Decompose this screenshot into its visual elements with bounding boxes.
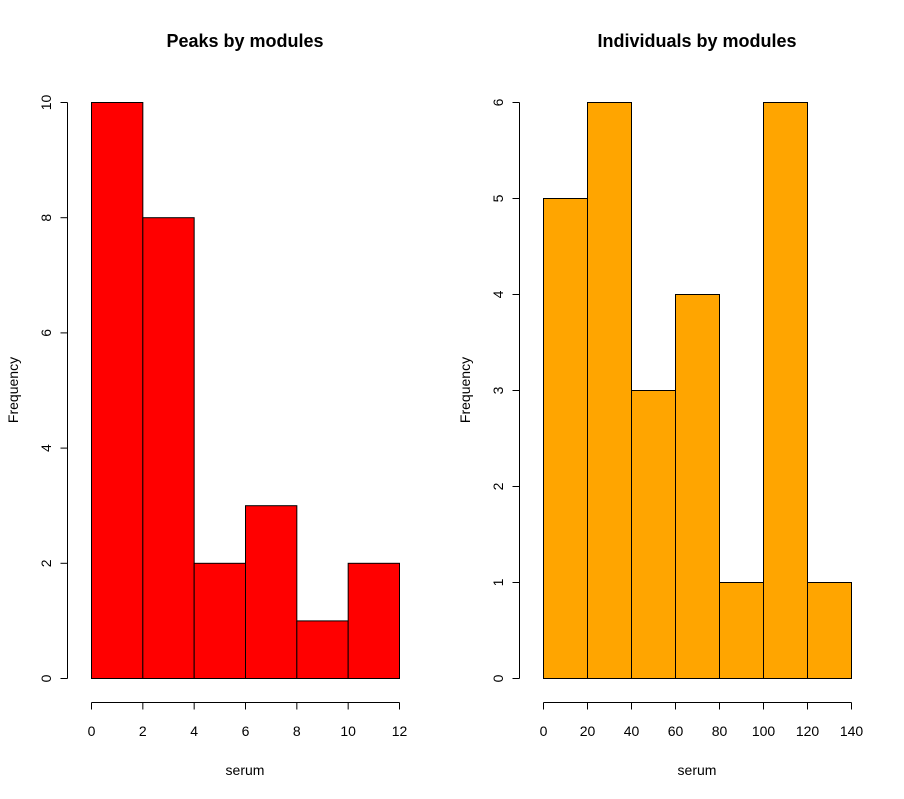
y-axis: 0 2 4 6 8 10 bbox=[38, 95, 68, 682]
y-tick-label: 4 bbox=[490, 290, 506, 298]
y-tick-label: 0 bbox=[38, 674, 54, 682]
x-tick-label: 0 bbox=[540, 723, 548, 739]
x-tick-label: 8 bbox=[293, 723, 301, 739]
bar-1 bbox=[142, 217, 195, 679]
x-tick-label: 120 bbox=[796, 723, 820, 739]
bar-0 bbox=[91, 102, 144, 679]
panel-peaks-by-modules: Peaks by modules serum Frequency 0 2 4 6 8 10… bbox=[5, 31, 407, 778]
x-axis: 0 20 40 60 80 100 120 140 bbox=[540, 702, 864, 739]
x-tick-label: 60 bbox=[668, 723, 684, 739]
x-axis: 0 2 4 6 8 10 12 bbox=[88, 702, 408, 739]
x-tick-label: 0 bbox=[88, 723, 96, 739]
x-tick-label: 40 bbox=[624, 723, 640, 739]
panel-individuals-by-modules: Individuals by modules serum Frequency 0… bbox=[457, 31, 863, 778]
chart-title: Individuals by modules bbox=[597, 31, 796, 51]
y-axis-label: Frequency bbox=[457, 357, 473, 423]
x-tick-label: 6 bbox=[242, 723, 250, 739]
y-tick-label: 2 bbox=[38, 559, 54, 567]
bar-1 bbox=[587, 102, 632, 679]
bar-4 bbox=[296, 620, 349, 680]
y-tick-label: 2 bbox=[490, 482, 506, 490]
bar-4 bbox=[719, 582, 764, 679]
y-tick-label: 10 bbox=[38, 95, 54, 111]
y-tick-label: 0 bbox=[490, 674, 506, 682]
y-tick-label: 1 bbox=[490, 578, 506, 586]
bar-3 bbox=[675, 294, 720, 679]
x-tick-label: 12 bbox=[392, 723, 408, 739]
y-tick-label: 6 bbox=[490, 98, 506, 106]
x-tick-label: 4 bbox=[190, 723, 198, 739]
bar-2 bbox=[193, 562, 247, 679]
bar-5 bbox=[347, 562, 400, 679]
x-tick-label: 10 bbox=[340, 723, 356, 739]
x-tick-label: 100 bbox=[752, 723, 776, 739]
y-tick-label: 5 bbox=[490, 194, 506, 202]
chart-title: Peaks by modules bbox=[166, 31, 323, 51]
y-tick-label: 8 bbox=[38, 214, 54, 222]
y-tick-label: 4 bbox=[38, 444, 54, 452]
x-tick-label: 140 bbox=[840, 723, 864, 739]
y-tick-label: 3 bbox=[490, 386, 506, 394]
bars bbox=[91, 102, 400, 680]
bar-3 bbox=[245, 505, 298, 680]
x-axis-label: serum bbox=[226, 762, 265, 778]
bar-2 bbox=[631, 390, 676, 679]
bar-6 bbox=[807, 582, 852, 679]
y-tick-label: 6 bbox=[38, 329, 54, 337]
x-axis-label: serum bbox=[678, 762, 717, 778]
x-tick-label: 20 bbox=[580, 723, 596, 739]
bars bbox=[543, 102, 852, 679]
bar-0 bbox=[543, 198, 588, 679]
x-tick-label: 2 bbox=[139, 723, 147, 739]
bar-5 bbox=[763, 102, 808, 679]
y-axis-label: Frequency bbox=[5, 357, 21, 423]
y-axis: 0 1 2 3 4 5 6 bbox=[490, 98, 520, 682]
x-tick-label: 80 bbox=[712, 723, 728, 739]
